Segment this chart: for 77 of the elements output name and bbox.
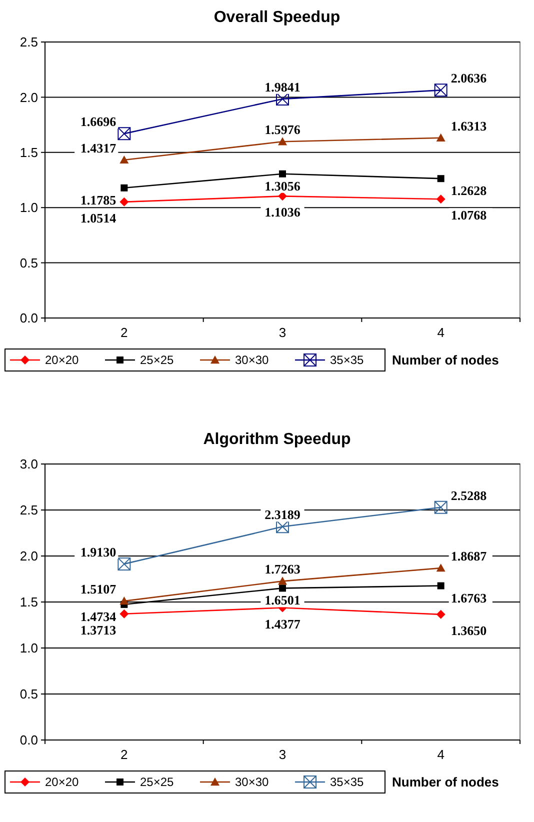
point bbox=[118, 127, 131, 140]
data-label: 1.8687 bbox=[450, 548, 488, 564]
legend-label: 30×30 bbox=[235, 353, 270, 368]
data-label: 1.9841 bbox=[264, 80, 300, 95]
point bbox=[434, 84, 448, 97]
data-label: 1.3713 bbox=[80, 622, 117, 638]
point bbox=[278, 192, 287, 201]
text: 1.0 bbox=[20, 200, 38, 216]
point bbox=[120, 155, 129, 164]
data-label: 1.4734 bbox=[80, 608, 117, 624]
point bbox=[120, 197, 129, 206]
legend-label: 20×20 bbox=[45, 775, 80, 790]
data-label: 1.0514 bbox=[80, 210, 117, 226]
x-tick-label: 2 bbox=[120, 325, 128, 340]
text: 2.0 bbox=[20, 548, 38, 564]
point bbox=[436, 194, 446, 204]
data-label: 1.4377 bbox=[264, 616, 301, 632]
legend-label: 25×25 bbox=[140, 775, 174, 790]
text: 0.5 bbox=[20, 255, 38, 270]
chart-title: Overall Speedup bbox=[214, 9, 340, 26]
data-label: 1.6763 bbox=[450, 590, 488, 606]
data-label: 1.4317 bbox=[80, 140, 117, 156]
point bbox=[436, 610, 446, 619]
text: 1.5 bbox=[20, 144, 38, 160]
legend-label: 35×35 bbox=[330, 775, 364, 790]
x-axis-title: Number of nodes bbox=[392, 352, 499, 368]
data-label: 1.3056 bbox=[264, 178, 301, 194]
x-tick-label: 3 bbox=[278, 325, 286, 340]
text: 2.5 bbox=[20, 502, 38, 518]
data-label: 1.7263 bbox=[264, 562, 301, 577]
x-tick-label: 4 bbox=[437, 325, 444, 340]
text: 2.5 bbox=[20, 34, 38, 50]
text: 1.5 bbox=[20, 594, 38, 610]
text: 3.0 bbox=[20, 456, 38, 472]
x-tick-label: 2 bbox=[120, 747, 128, 762]
point bbox=[120, 184, 128, 192]
point bbox=[276, 520, 289, 534]
point bbox=[436, 564, 446, 572]
point bbox=[118, 558, 131, 571]
text: 0.0 bbox=[20, 732, 38, 748]
point bbox=[279, 170, 286, 178]
data-label: 1.2628 bbox=[450, 183, 488, 198]
data-label: 2.5288 bbox=[450, 488, 488, 503]
data-label: 1.6313 bbox=[450, 118, 488, 134]
legend-label: 30×30 bbox=[235, 775, 270, 790]
point bbox=[276, 92, 289, 106]
data-label: 2.0636 bbox=[450, 70, 488, 86]
data-label: 2.3189 bbox=[264, 507, 301, 522]
data-label: 1.6501 bbox=[264, 592, 300, 608]
text: 1.0 bbox=[20, 640, 38, 656]
data-label: 1.3650 bbox=[450, 622, 487, 638]
data-label: 1.9130 bbox=[80, 544, 116, 560]
x-tick-label: 4 bbox=[437, 747, 444, 762]
point bbox=[436, 133, 446, 142]
data-label: 1.5976 bbox=[264, 122, 301, 138]
point bbox=[120, 609, 129, 618]
text: 2.0 bbox=[20, 90, 38, 105]
data-label: 1.1036 bbox=[264, 204, 301, 220]
x-tick-label: 3 bbox=[278, 747, 286, 762]
point bbox=[434, 500, 448, 514]
data-label: 1.1785 bbox=[80, 192, 117, 208]
point bbox=[437, 582, 444, 590]
point bbox=[279, 584, 286, 592]
point bbox=[278, 137, 287, 146]
x-axis-title: Number of nodes bbox=[392, 774, 499, 790]
point bbox=[278, 576, 287, 585]
legend-label: 25×25 bbox=[140, 353, 174, 368]
legend-label: 35×35 bbox=[330, 353, 364, 368]
text: 0.0 bbox=[20, 310, 38, 326]
point bbox=[120, 596, 129, 605]
data-label: 1.6696 bbox=[80, 114, 117, 130]
legend-label: 20×20 bbox=[45, 353, 80, 368]
text: 0.5 bbox=[20, 686, 38, 702]
data-label: 1.5107 bbox=[80, 582, 117, 597]
data-label: 1.0768 bbox=[450, 208, 488, 223]
point bbox=[437, 175, 444, 182]
chart-title: Algorithm Speedup bbox=[203, 431, 351, 448]
